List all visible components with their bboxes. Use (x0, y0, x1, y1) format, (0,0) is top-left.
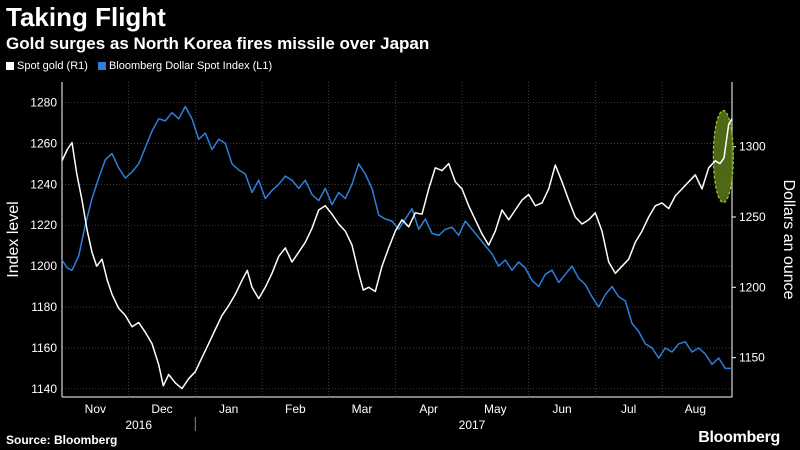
x-tick-label: Mar (352, 402, 373, 416)
x-tick-label: Nov (85, 402, 106, 416)
highlight-ellipse (712, 109, 734, 204)
x-tick-label: Jun (552, 402, 571, 416)
chart-subtitle: Gold surges as North Korea fires missile… (6, 34, 430, 53)
y-left-tick-label: 1280 (30, 95, 57, 109)
y-right-tick-label: 1300 (739, 140, 766, 154)
source-note: Source: Bloomberg (6, 433, 118, 447)
x-tick-label: Feb (285, 402, 306, 416)
bloomberg-logo: Bloomberg (698, 429, 780, 446)
legend-label-gold: Spot gold (R1) (17, 60, 88, 72)
x-tick-label: May (484, 402, 507, 416)
series-line-dollar-index (61, 105, 732, 370)
x-tick-label: Apr (419, 402, 438, 416)
y-left-tick-label: 1260 (30, 136, 57, 150)
y-left-tick-label: 1220 (30, 218, 57, 232)
y-right-axis-title: Dollars an ounce (780, 179, 797, 299)
legend-item-gold: Spot gold (R1) (6, 60, 88, 72)
year-label: 2017 (459, 418, 486, 432)
y-left-tick-label: 1140 (31, 382, 57, 396)
year-label: 2016 (125, 418, 152, 432)
legend-swatch-gold (6, 62, 14, 70)
y-left-tick-label: 1200 (30, 259, 57, 273)
chart-title: Taking Flight (6, 2, 166, 32)
legend-item-dollar: Bloomberg Dollar Spot Index (L1) (97, 60, 273, 72)
x-tick-label: Aug (685, 402, 706, 416)
y-left-tick-label: 1180 (31, 300, 57, 314)
legend: Spot gold (R1) Bloomberg Dollar Spot Ind… (6, 60, 282, 72)
y-left-tick-label: 1160 (31, 341, 57, 355)
y-left-tick-label: 1240 (30, 177, 57, 191)
y-left-axis-title: Index level (5, 201, 22, 278)
series-line-spot-gold (61, 118, 733, 390)
x-tick-label: Dec (151, 402, 172, 416)
y-right-tick-label: 1250 (739, 210, 766, 224)
y-right-tick-label: 1200 (739, 280, 766, 294)
x-tick-label: Jul (621, 402, 636, 416)
x-tick-label: Jan (219, 402, 238, 416)
y-right-tick-label: 1150 (739, 351, 765, 365)
legend-label-dollar: Bloomberg Dollar Spot Index (L1) (108, 60, 273, 72)
legend-swatch-dollar (97, 62, 106, 70)
